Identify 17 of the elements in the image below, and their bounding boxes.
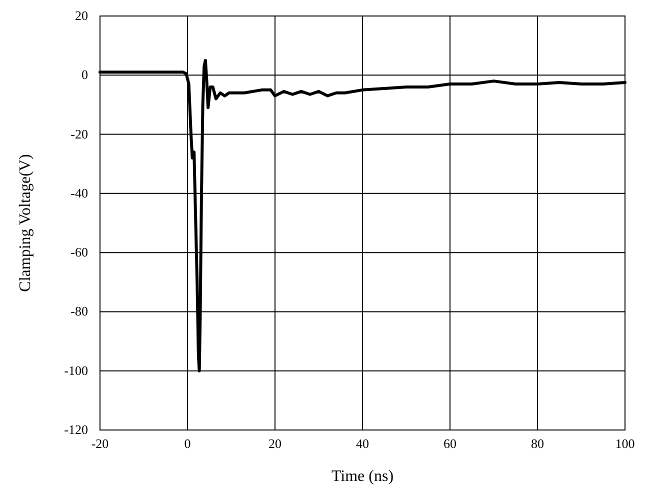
x-axis-title: Time (ns)	[331, 468, 394, 485]
x-tick-label: 80	[531, 436, 544, 451]
x-tick-label: -20	[91, 436, 109, 451]
x-tick-label: 60	[444, 436, 456, 451]
y-tick-label: -120	[64, 422, 88, 437]
y-tick-label: -80	[70, 304, 88, 319]
x-tick-label: 0	[184, 436, 191, 451]
y-tick-label: -40	[70, 185, 88, 200]
x-tick-label: 20	[268, 436, 282, 451]
y-tick-label: 0	[82, 67, 88, 82]
y-tick-label: 20	[75, 8, 88, 23]
x-tick-label: 40	[356, 436, 369, 451]
y-tick-label: -100	[64, 362, 88, 378]
y-axis-title: Clamping Voltage(V)	[17, 154, 34, 292]
x-tick-label: 100	[615, 436, 635, 451]
y-tick-label: -60	[70, 244, 88, 260]
y-tick-label: -20	[70, 126, 88, 142]
